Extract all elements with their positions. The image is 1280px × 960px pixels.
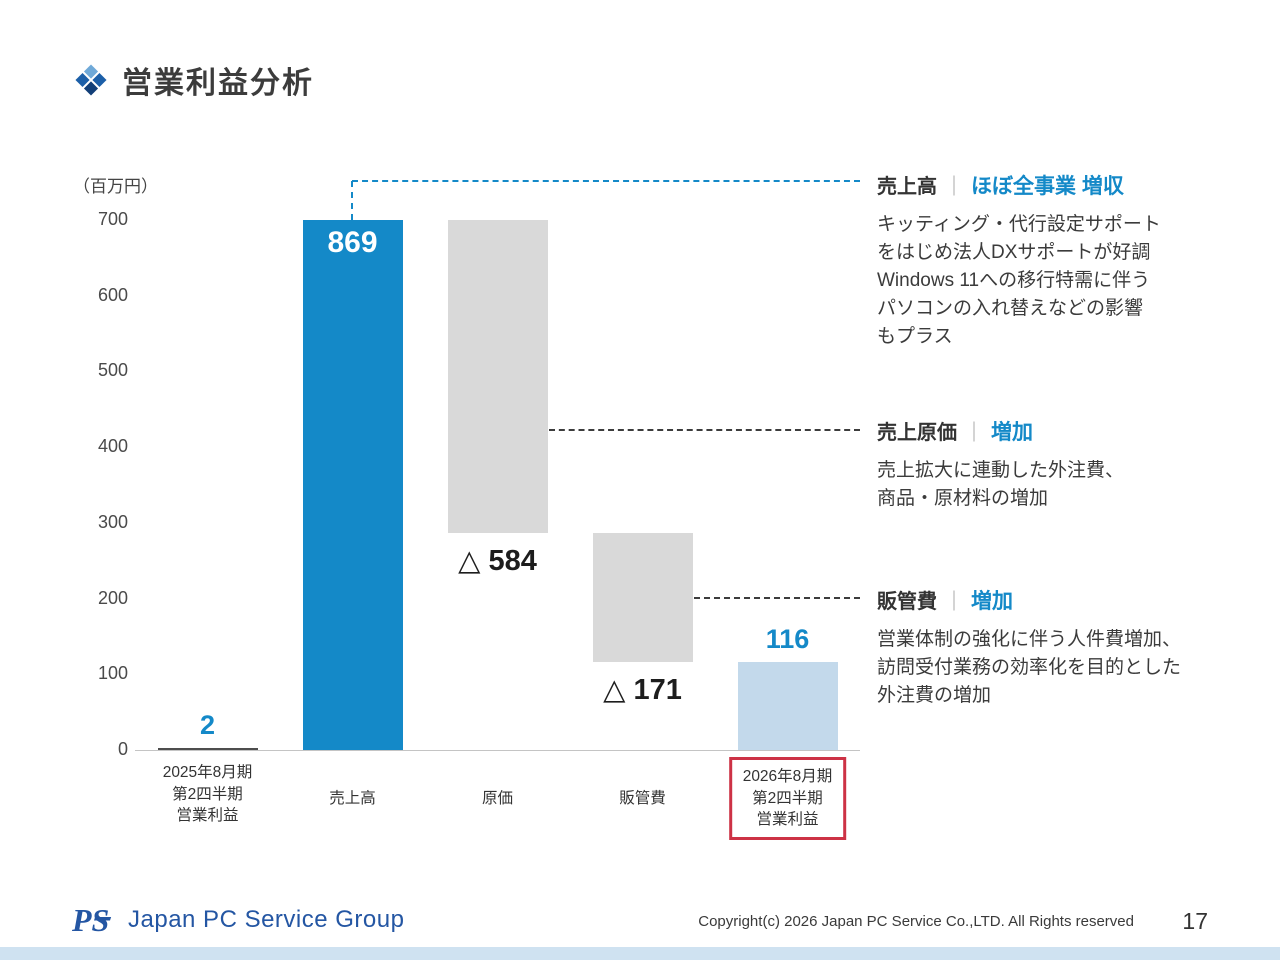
y-axis-tick: 500 <box>97 360 128 381</box>
annotation-cost-header: 売上原価 ｜ 増加 <box>877 416 1237 446</box>
annotation-revenue: 売上高 ｜ ほぼ全事業 増収 キッティング・代行設定サポート をはじめ法人DXサポ… <box>877 170 1237 351</box>
page-title: 営業利益分析 <box>122 67 314 100</box>
annotation-title: 売上原価 <box>877 422 957 444</box>
connector-revenue-vertical-line <box>351 181 353 220</box>
annotation-tag: 増加 <box>991 421 1033 444</box>
annotation-title: 販管費 <box>877 591 937 613</box>
annotation-tag: 増加 <box>971 590 1013 613</box>
logo-text: Japan PC Service Group <box>128 906 405 933</box>
bar-value-label: △ 171 <box>603 674 682 707</box>
annotation-body: 売上拡大に連動した外注費、 商品・原材料の増加 <box>877 460 1125 509</box>
x-axis-line <box>135 750 860 751</box>
footer-accent-strip <box>0 947 1280 960</box>
waterfall-bar-1 <box>157 748 258 751</box>
y-axis-tick: 400 <box>97 436 128 457</box>
x-axis-label: 2025年8月期 第2四半期 営業利益 <box>162 764 253 825</box>
bar-value-label: 2 <box>199 710 216 741</box>
annotation-body: キッティング・代行設定サポート をはじめ法人DXサポートが好調 Windows 11… <box>877 214 1161 347</box>
page-number: 17 <box>1182 908 1208 934</box>
y-axis-tick: 700 <box>97 209 128 229</box>
waterfall-bar-4 <box>592 532 693 663</box>
clover-icon <box>75 64 107 96</box>
x-axis-label: 原価 <box>481 790 514 807</box>
slide-header: 営業利益分析 <box>75 58 314 102</box>
annotation-sga-header: 販管費 ｜ 増加 <box>877 585 1237 615</box>
annotation-tag: ほぼ全事業 増収 <box>971 175 1124 198</box>
company-logo: PS Japan PC Service Group <box>72 902 404 938</box>
y-axis-unit-label: （百万円） <box>73 177 158 196</box>
x-axis-label: 2026年8月期 第2四半期 営業利益 <box>728 757 847 841</box>
bar-value-label: 116 <box>765 624 810 655</box>
annotation-body: 営業体制の強化に伴う人件費増加、 訪問受付業務の効率化を目的とした 外注費の増加 <box>877 629 1182 706</box>
x-axis-label: 販管費 <box>619 790 666 807</box>
y-axis-tick: 200 <box>97 587 128 608</box>
annotation-revenue-header: 売上高 ｜ ほぼ全事業 増収 <box>877 170 1237 200</box>
annotation-sga: 販管費 ｜ 増加 営業体制の強化に伴う人件費増加、 訪問受付業務の効率化を目的とし… <box>877 585 1237 710</box>
y-axis-tick: 100 <box>97 663 128 684</box>
y-axis-tick: 600 <box>97 284 128 305</box>
connector-sga-line <box>694 597 860 599</box>
annotation-title: 売上高 <box>877 176 937 198</box>
bar-value-label: △ 584 <box>458 544 537 577</box>
y-axis-tick: 300 <box>97 511 128 532</box>
annotation-separator: ｜ <box>944 591 964 613</box>
waterfall-bar-5 <box>737 662 838 750</box>
logo-mark-icon: PS <box>72 902 112 938</box>
x-axis-label: 売上高 <box>329 790 376 807</box>
connector-revenue-horizontal-line <box>352 180 860 182</box>
waterfall-bar-3 <box>447 220 548 533</box>
bar-value-label: 869 <box>327 226 378 259</box>
copyright-text: Copyright(c) 2026 Japan PC Service Co.,L… <box>698 913 1134 930</box>
waterfall-bar-2 <box>302 220 403 750</box>
annotation-separator: ｜ <box>964 422 984 444</box>
annotation-cost: 売上原価 ｜ 増加 売上拡大に連動した外注費、 商品・原材料の増加 <box>877 416 1237 513</box>
connector-cost-line <box>549 429 860 431</box>
annotation-separator: ｜ <box>944 176 964 198</box>
y-axis-tick: 0 <box>117 739 128 759</box>
